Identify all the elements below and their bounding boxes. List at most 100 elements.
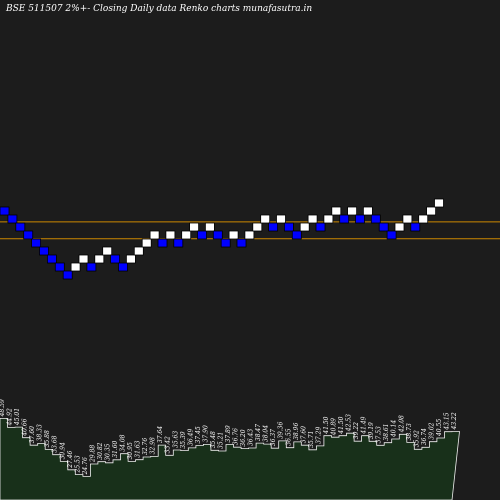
volume-label: 38.96 xyxy=(293,423,300,440)
renko-brick-down xyxy=(0,206,10,216)
volume-label: 37.60 xyxy=(29,426,36,443)
renko-brick-down xyxy=(15,222,26,232)
renko-brick-down xyxy=(378,222,389,232)
volume-label: 35.71 xyxy=(308,431,315,448)
renko-brick-down xyxy=(315,222,326,232)
volume-label: 42.08 xyxy=(398,415,405,433)
renko-brick-down xyxy=(212,230,223,240)
volume-label: 30.35 xyxy=(105,443,112,460)
volume-label: 43.15 xyxy=(444,412,451,430)
renko-brick-up xyxy=(228,230,239,240)
renko-brick-up xyxy=(362,206,373,216)
renko-brick-up xyxy=(331,206,342,216)
volume-label: 32.76 xyxy=(142,438,149,455)
renko-brick-down xyxy=(410,222,421,232)
volume-label: 38.61 xyxy=(383,424,390,441)
volume-label: 38.73 xyxy=(406,423,413,440)
renko-brick-down xyxy=(355,214,365,224)
renko-brick-up xyxy=(426,206,437,216)
renko-brick-down xyxy=(7,214,18,224)
volume-label: 41.49 xyxy=(361,416,368,434)
renko-brick-down xyxy=(220,238,231,248)
volume-label: 35.92 xyxy=(413,430,420,447)
volume-label: 45.01 xyxy=(14,408,21,426)
renko-brick-up xyxy=(323,214,334,224)
volume-label: 39.19 xyxy=(368,422,375,439)
renko-brick-up xyxy=(434,198,444,208)
volume-label: 37.45 xyxy=(195,426,202,443)
volume-label: 35.63 xyxy=(172,431,179,448)
renko-brick-up xyxy=(260,214,271,224)
renko-brick-up xyxy=(347,206,358,216)
renko-brick-up xyxy=(402,214,413,224)
renko-brick-up xyxy=(204,222,215,232)
volume-label: 44.92 xyxy=(7,408,14,426)
volume-label: 35.48 xyxy=(210,431,217,448)
volume-label: 35.88 xyxy=(44,430,51,447)
volume-label: 42.53 xyxy=(346,414,353,432)
renko-brick-down xyxy=(157,238,168,248)
renko-brick-up xyxy=(189,222,200,232)
renko-brick-down xyxy=(268,222,279,232)
renko-brick-up xyxy=(149,230,160,240)
volume-label: 39.22 xyxy=(353,422,360,439)
renko-bricks xyxy=(0,198,444,280)
volume-label: 32.98 xyxy=(150,437,157,454)
renko-brick-down xyxy=(47,254,57,264)
volume-label: 24.76 xyxy=(82,457,89,475)
volume-panel xyxy=(0,418,460,500)
volume-label: 43.22 xyxy=(451,412,458,430)
volume-label: 29.88 xyxy=(89,445,96,463)
volume-label: 41.50 xyxy=(338,416,345,434)
renko-brick-up xyxy=(307,214,318,224)
volume-label: 38.33 xyxy=(37,424,44,441)
renko-brick-down xyxy=(118,262,128,272)
renko-brick-up xyxy=(252,222,263,232)
volume-label: 37.64 xyxy=(157,426,164,443)
volume-label: 41.50 xyxy=(323,416,330,434)
volume-label: 37.53 xyxy=(376,426,383,443)
volume-label: 40.14 xyxy=(391,420,398,438)
volume-label: 37.60 xyxy=(300,426,307,443)
volume-label: 39.36 xyxy=(278,422,285,439)
volume-label: 39.02 xyxy=(428,422,435,439)
renko-brick-down xyxy=(173,238,184,248)
volume-label: 36.43 xyxy=(248,429,255,446)
renko-brick-up xyxy=(133,246,144,256)
renko-brick-down xyxy=(54,262,65,272)
volume-label: 37.29 xyxy=(315,427,322,444)
renko-brick-down xyxy=(236,238,247,248)
renko-brick-down xyxy=(86,262,97,272)
renko-brick-up xyxy=(70,262,81,272)
volume-label: 33.42 xyxy=(165,436,172,453)
volume-label: 31.60 xyxy=(112,440,119,457)
renko-brick-up xyxy=(299,222,310,232)
volume-label: 36.76 xyxy=(233,428,240,445)
renko-brick-up xyxy=(126,254,136,264)
renko-brick-up xyxy=(394,222,405,232)
renko-brick-up xyxy=(78,254,89,264)
volume-label: 36.74 xyxy=(421,428,428,445)
volume-label: 33.68 xyxy=(52,435,59,452)
renko-brick-up xyxy=(141,238,152,248)
renko-brick-down xyxy=(386,230,397,240)
renko-brick-down xyxy=(110,254,120,264)
volume-label: 36.55 xyxy=(285,428,292,445)
renko-brick-down xyxy=(370,214,381,224)
volume-label: 48.59 xyxy=(0,399,6,417)
volume-label: 38.04 xyxy=(263,425,270,442)
volume-label: 31.63 xyxy=(135,440,142,457)
volume-label: 40.66 xyxy=(22,418,29,436)
renko-brick-up xyxy=(94,254,105,264)
volume-label: 38.47 xyxy=(255,424,262,441)
volume-label: 30.82 xyxy=(97,442,104,459)
volume-label: 40.55 xyxy=(436,419,443,437)
volume-label: 27.46 xyxy=(67,450,74,468)
renko-brick-down xyxy=(23,230,34,240)
volume-label: 36.49 xyxy=(187,429,194,446)
renko-brick-down xyxy=(62,270,73,280)
volume-label: 37.89 xyxy=(225,425,232,442)
